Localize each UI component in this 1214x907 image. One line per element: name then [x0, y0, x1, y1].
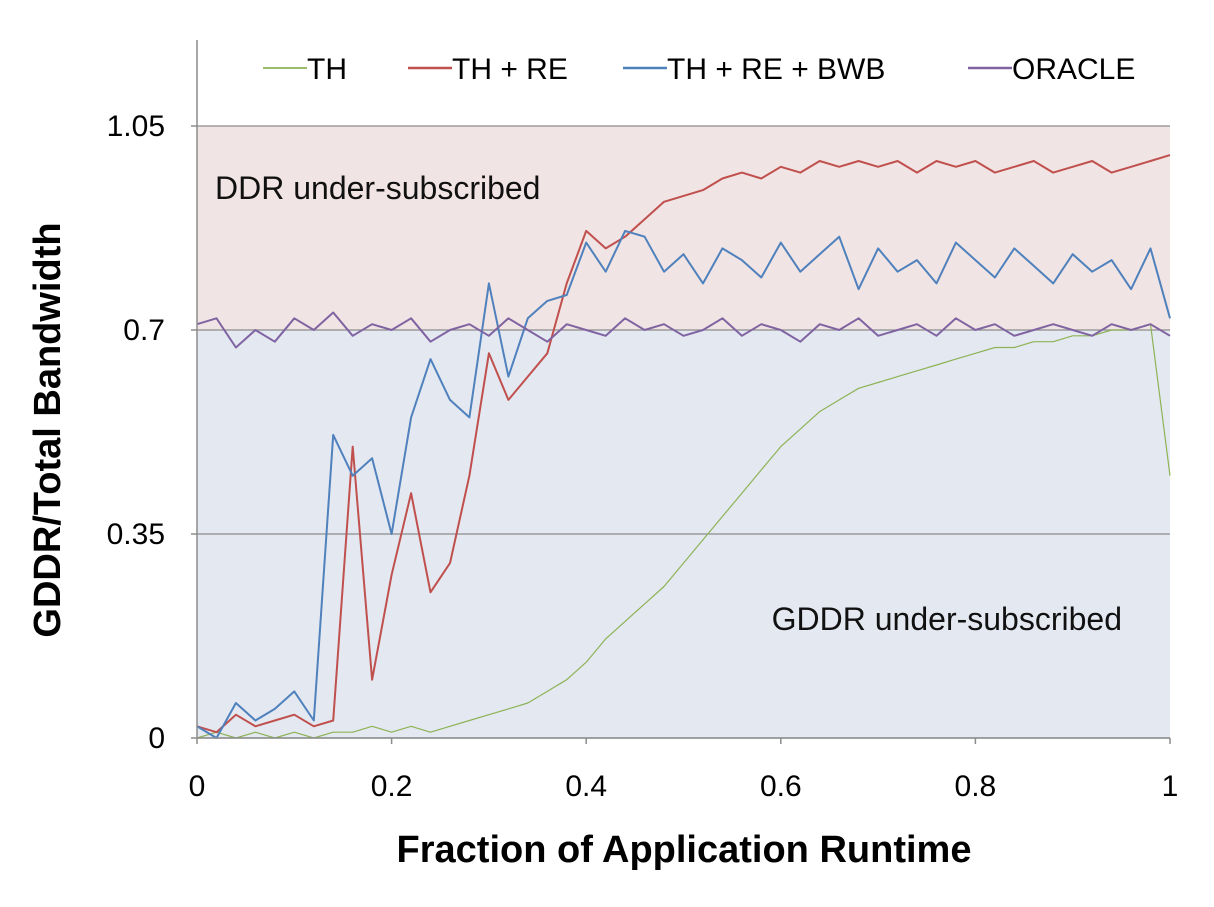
region-band-0: [197, 126, 1170, 330]
y-tick-label-2: 0.7: [123, 314, 165, 347]
region-label-ddr: DDR under-subscribed: [215, 170, 540, 206]
x-axis-title: Fraction of Application Runtime: [397, 829, 972, 871]
legend-label-1: TH + RE: [452, 53, 568, 86]
series-line-1: [196, 154, 1171, 734]
axes: 0 0.35 0.7 1.05 0 0.2 0.4 0.6 0.8 1: [107, 40, 1179, 803]
series-lines: [196, 154, 1171, 739]
legend-label-3: ORACLE: [1012, 53, 1135, 86]
y-tick-label-0: 0: [148, 722, 165, 755]
x-tick-label-0: 0: [189, 770, 206, 803]
legend-label-2: TH + RE + BWB: [667, 53, 885, 86]
x-tick-label-1: 0.2: [371, 770, 413, 803]
series-line-0: [196, 323, 1171, 739]
series-line-2: [196, 229, 1171, 739]
y-axis-title: GDDR/Total Bandwidth: [27, 222, 69, 637]
x-tick-label-4: 0.8: [955, 770, 997, 803]
x-tick-label-5: 1: [1162, 770, 1179, 803]
region-labels: DDR under-subscribed GDDR under-subscribe…: [215, 170, 1122, 637]
y-tick-label-1: 0.35: [107, 518, 165, 551]
legend-label-0: TH: [307, 53, 347, 86]
region-label-gddr: GDDR under-subscribed: [772, 601, 1122, 637]
x-tick-label-3: 0.6: [760, 770, 802, 803]
legend: TH TH + RE TH + RE + BWB ORACLE: [263, 53, 1135, 86]
y-tick-label-3: 1.05: [107, 110, 165, 143]
x-tick-label-2: 0.4: [565, 770, 607, 803]
series-line-3: [196, 311, 1171, 349]
background-regions: [197, 126, 1170, 738]
